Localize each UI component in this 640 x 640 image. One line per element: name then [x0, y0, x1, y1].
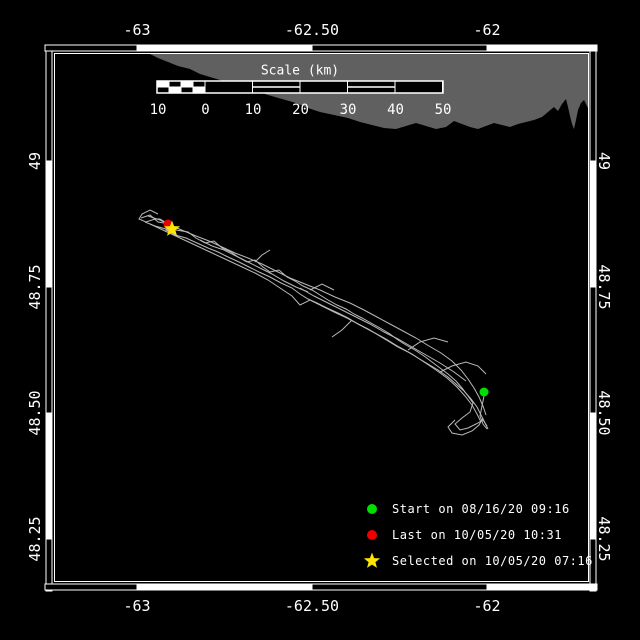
scalebar-label-5: 40	[387, 102, 404, 118]
axis-label-bottom-1: -62.50	[284, 597, 340, 615]
selected-position-marker	[163, 220, 181, 236]
scalebar-title: Scale (km)	[260, 63, 340, 79]
scalebar-label-0: 10	[149, 102, 167, 118]
scalebar	[156, 80, 444, 94]
axis-label-bottom-2: -62	[473, 597, 501, 615]
scalebar-label-6: 50	[434, 102, 452, 118]
axis-label-right-2: 48.50	[595, 390, 613, 436]
scalebar-label-1: 0	[201, 102, 210, 118]
axis-label-left-0: 49	[26, 151, 44, 171]
axis-label-right-0: 49	[595, 151, 613, 171]
axis-label-left-1: 48.75	[26, 264, 44, 310]
plot-border	[54, 53, 589, 582]
axis-label-top-0: -63	[123, 21, 151, 39]
plot-interior	[138, 54, 588, 436]
axis-label-right-1: 48.75	[595, 264, 613, 310]
axis-label-top-2: -62	[473, 21, 501, 39]
scalebar-label-4: 30	[339, 102, 357, 118]
axis-label-left-3: 48.25	[26, 516, 44, 562]
axis-label-top-1: -62.50	[284, 21, 340, 39]
axis-label-left-2: 48.50	[26, 390, 44, 436]
fancy-frame	[44, 44, 598, 592]
scalebar-label-3: 20	[292, 102, 309, 118]
trajectory-track	[138, 209, 489, 436]
start-position-marker	[479, 387, 489, 397]
axis-label-bottom-0: -63	[123, 597, 151, 615]
axis-label-right-3: 48.25	[595, 516, 613, 562]
scalebar-label-2: 10	[244, 102, 262, 118]
